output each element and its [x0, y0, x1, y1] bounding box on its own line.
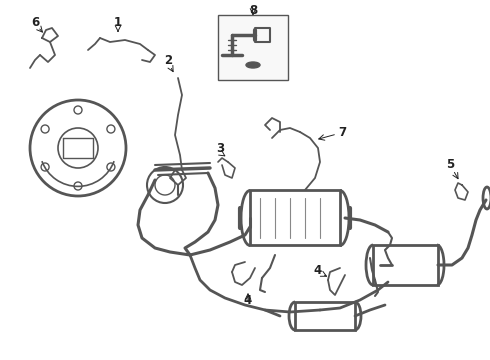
Text: 3: 3 — [216, 141, 224, 154]
Bar — [218, 15, 288, 80]
Bar — [373, 245, 438, 285]
Text: 4: 4 — [314, 264, 322, 276]
Text: 6: 6 — [31, 15, 39, 28]
Text: 7: 7 — [338, 126, 346, 139]
Bar — [295, 302, 355, 330]
Bar — [250, 190, 340, 245]
Text: 5: 5 — [446, 158, 454, 171]
Ellipse shape — [246, 62, 260, 68]
Text: 4: 4 — [244, 293, 252, 306]
Text: 2: 2 — [164, 54, 172, 67]
Text: 1: 1 — [114, 15, 122, 28]
Text: 8: 8 — [249, 4, 257, 17]
